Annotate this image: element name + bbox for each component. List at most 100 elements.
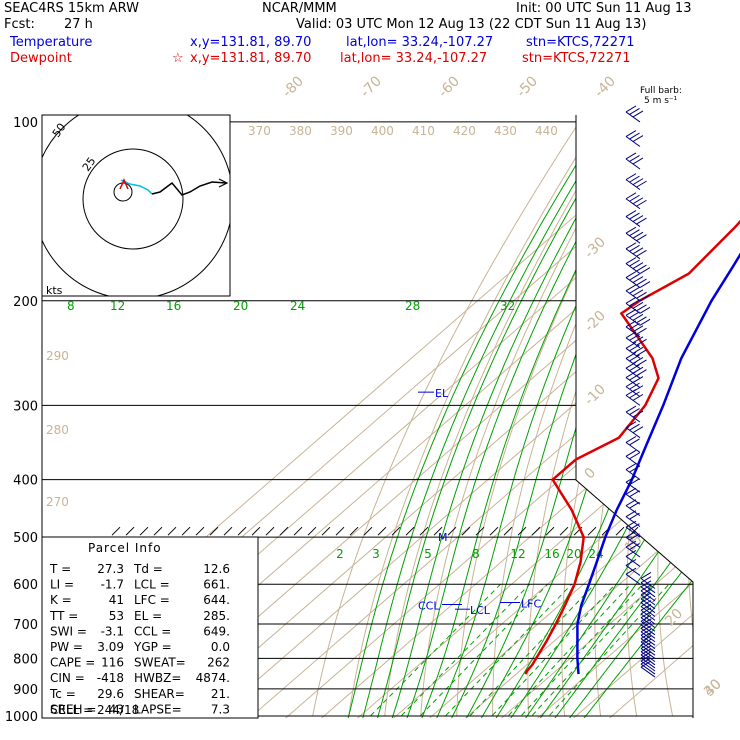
hatch-mark — [559, 526, 569, 536]
parcel-cell: LCL = — [134, 578, 170, 592]
hatch-mark — [517, 526, 527, 536]
parcel-cell: LAPSE= — [134, 702, 182, 716]
theta-label: 370 — [248, 124, 271, 138]
hodograph-trace-lower — [120, 179, 153, 195]
isotherm-line — [417, 115, 693, 718]
hatch-mark — [167, 526, 177, 536]
moist-adiabat-label: 12 — [110, 299, 125, 313]
dry-adiabat-line — [456, 121, 655, 717]
moist-adiabat-line — [561, 121, 693, 718]
hatch-mark — [125, 526, 135, 536]
theta-label: 440 — [535, 124, 558, 138]
moist-adiabat-line — [431, 121, 669, 718]
moist-adiabat-line — [345, 121, 604, 718]
dry-adiabat-line — [527, 121, 692, 717]
pressure-tick-label: 600 — [13, 578, 38, 593]
hatch-mark — [153, 526, 163, 536]
parcel-cell: K = — [50, 593, 72, 607]
wind-barb — [640, 580, 656, 598]
dewpoint-marker-icon: ☆ — [172, 51, 184, 66]
hodograph-ring-25 — [82, 148, 184, 250]
wind-barb — [625, 421, 644, 439]
wind-barb — [625, 449, 641, 467]
parcel-cell: 285. — [203, 609, 230, 623]
moist-adiabat-label: 8 — [67, 299, 75, 313]
temperature-xy: x,y=131.81, 89.70 — [190, 35, 312, 50]
hatch-mark — [447, 526, 457, 536]
dewpoint-latlon: lat,lon= 33.24,-107.27 — [340, 51, 488, 66]
theta-label: 390 — [330, 124, 353, 138]
isotherm-line — [345, 115, 693, 718]
temperature-station: stn=KTCS,72271 — [526, 35, 635, 50]
wind-barb — [640, 572, 656, 589]
dry-adiabat-line — [492, 121, 674, 717]
mixing-ratio-label: 12 — [510, 547, 525, 561]
temperature-legend-label: Temperature — [10, 35, 93, 50]
parcel-cell: HWBZ= — [134, 671, 181, 685]
moist-adiabat-line — [388, 121, 632, 718]
parcel-cell: TT = — [49, 609, 78, 623]
mixing-ratio-label: 3 — [372, 547, 380, 561]
wind-barb — [640, 584, 656, 602]
dry-adiabat-line — [312, 121, 580, 717]
moist-adiabat-line — [575, 121, 693, 718]
parcel-cell: 3.09 — [97, 640, 124, 654]
parcel-cell: SWEAT= — [134, 656, 186, 670]
hodograph-storm-arrow-icon — [119, 178, 129, 190]
parcel-title: Parcel Info — [88, 541, 162, 555]
fcst-value: 27 h — [64, 17, 93, 32]
moist-adiabat-line — [417, 121, 655, 718]
pressure-tick-label: 500 — [13, 531, 38, 546]
hodograph-units: kts — [46, 284, 63, 297]
pressure-tick-label: 400 — [13, 474, 38, 489]
parcel-cell: 29.6 — [97, 687, 124, 701]
wind-barb — [640, 596, 656, 614]
wind-barb — [625, 271, 651, 288]
wind-barb — [640, 660, 656, 678]
theta-label: 380 — [289, 124, 312, 138]
parcel-cell: 12.6 — [203, 562, 230, 576]
parcel-cell: -1.7 — [101, 578, 124, 592]
isotherm-line — [453, 115, 693, 718]
isotherm-label: 40 — [701, 676, 725, 700]
hodograph-frame — [41, 114, 231, 297]
isotherm-line — [273, 115, 693, 718]
isotherm-label: 20 — [662, 606, 686, 630]
parcel-cell: CAPE = — [50, 656, 95, 670]
annotation-label: LCL — [470, 604, 491, 617]
model-title: SEAC4RS 15km ARW — [4, 1, 140, 16]
moist-adiabat-line — [402, 121, 643, 718]
mixing-ratio-line — [496, 583, 632, 718]
parcel-cell: EL = — [134, 609, 162, 623]
parcel-cell: 41 — [109, 593, 124, 607]
parcel-cell: CIN = — [50, 671, 85, 685]
hatch-mark — [419, 526, 429, 536]
wind-barb — [625, 341, 647, 359]
wind-barb — [640, 600, 656, 617]
isotherm-label: -40 — [592, 73, 619, 100]
wind-barb — [625, 487, 641, 505]
hatch-mark — [391, 526, 401, 536]
wind-barb — [625, 463, 641, 481]
isotherm-label: 0 — [582, 465, 600, 483]
isotherm-line — [561, 115, 693, 718]
parcel-cell: 21. — [211, 687, 230, 701]
pressure-tick-label: 800 — [13, 652, 38, 667]
parcel-cell: CCL = — [134, 624, 171, 638]
hatch-mark — [503, 526, 513, 536]
parcel-cell: 53 — [109, 609, 124, 623]
annotation-label: LFC — [521, 597, 541, 610]
theta-label: 280 — [46, 423, 69, 437]
mixing-ratio-label: 5 — [424, 547, 432, 561]
dry-adiabat-line — [717, 122, 740, 716]
dry-adiabat-line — [594, 121, 693, 717]
hatch-mark — [349, 526, 359, 536]
mixing-ratio-label: 16 — [544, 547, 559, 561]
moist-adiabat-label: 32 — [500, 299, 515, 313]
theta-labels: 370 380 390 400 410 420 430 440 290 280 270 — [46, 124, 558, 509]
hatch-mark — [531, 526, 541, 536]
isotherm-line — [201, 115, 693, 718]
wind-barb — [625, 192, 647, 210]
thermo-grid — [42, 115, 740, 718]
